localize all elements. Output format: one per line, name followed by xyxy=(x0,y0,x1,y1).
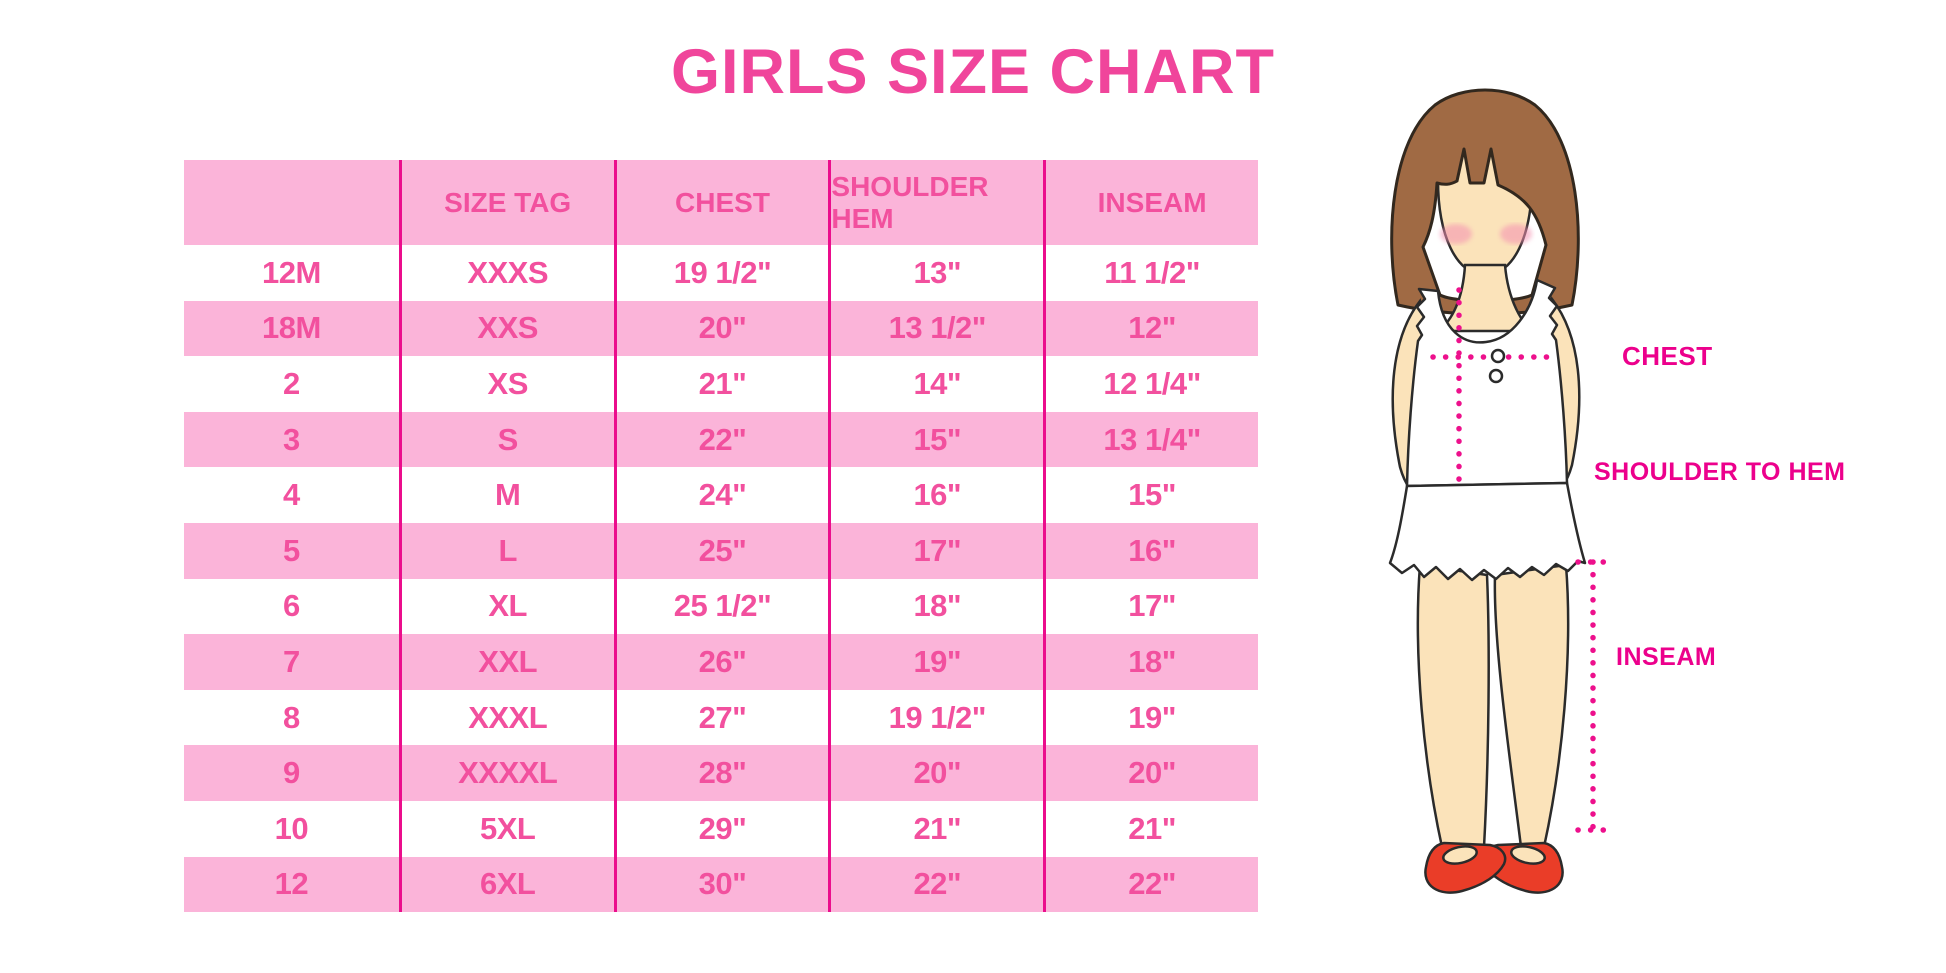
table-row: 4 M 24" 16" 15" xyxy=(184,467,1258,523)
table-row: 10 5XL 29" 21" 21" xyxy=(184,800,1258,857)
cell-size: 18M xyxy=(261,310,321,346)
header-cell-blank xyxy=(184,160,399,245)
header-cell-size-tag: SIZE TAG xyxy=(398,160,614,245)
cell-size-tag: S xyxy=(398,411,614,468)
cell-size-tag: XXXS xyxy=(398,245,614,301)
blush-left xyxy=(1440,224,1472,244)
cell-shoulder-hem: 22" xyxy=(828,856,1043,913)
cell-chest: 21" xyxy=(613,356,829,412)
cell-chest: 20" xyxy=(613,300,829,357)
cell-inseam: 15" xyxy=(1043,467,1258,523)
girl-shoe-left-opening xyxy=(1442,845,1478,865)
cell-size-tag: XXXXL xyxy=(398,745,614,801)
cell-inseam: 21" xyxy=(1043,800,1258,857)
cell-shoulder-hem: 19 1/2" xyxy=(828,689,1043,746)
cell-inseam: 22" xyxy=(1043,856,1258,913)
cell-chest: 26" xyxy=(613,634,829,690)
cell-shoulder-hem: 13 1/2" xyxy=(828,300,1043,357)
girl-leg-left xyxy=(1416,563,1490,849)
table-row: 3 S 22" 15" 13 1/4" xyxy=(184,411,1258,468)
cell-chest: 28" xyxy=(613,745,829,801)
girl-shoe-right-opening xyxy=(1510,845,1546,865)
page-title: GIRLS SIZE CHART xyxy=(670,37,1275,107)
cell-size-tag: XXXL xyxy=(398,689,614,746)
cell-inseam: 19" xyxy=(1043,689,1258,746)
cell-shoulder-hem: 16" xyxy=(828,467,1043,523)
header-cell-shoulder-hem: SHOULDER HEM xyxy=(828,160,1043,245)
top-button-1 xyxy=(1490,348,1506,364)
cell-size: 7 xyxy=(283,643,300,679)
table-row: 9 XXXXL 28" 20" 20" xyxy=(184,745,1258,801)
cell-shoulder-hem: 14" xyxy=(828,356,1043,412)
cell-shoulder-hem: 20" xyxy=(828,745,1043,801)
cell-size: 3 xyxy=(283,421,300,457)
cell-shoulder-hem: 17" xyxy=(828,522,1043,579)
cell-size-tag: L xyxy=(398,522,614,579)
cell-size-tag: 6XL xyxy=(398,856,614,913)
girl-skirt xyxy=(1388,481,1587,582)
chest-label: CHEST xyxy=(1622,341,1713,371)
cell-size: 6 xyxy=(283,588,300,624)
size-table: SIZE TAG CHEST SHOULDER HEM INSEAM 12M X… xyxy=(184,160,1258,913)
cell-shoulder-hem: 21" xyxy=(828,800,1043,857)
cell-chest: 22" xyxy=(613,411,829,468)
cell-inseam: 17" xyxy=(1043,578,1258,635)
cell-size-tag: 5XL xyxy=(398,800,614,857)
cell-size: 4 xyxy=(283,477,300,513)
cell-inseam: 11 1/2" xyxy=(1043,245,1258,301)
table-row: 7 XXL 26" 19" 18" xyxy=(184,634,1258,690)
cell-size: 12M xyxy=(261,254,321,290)
girl-illustration xyxy=(1388,88,1613,894)
inseam-label: INSEAM xyxy=(1616,643,1717,671)
cell-size: 12 xyxy=(274,866,309,902)
girl-leg-right xyxy=(1493,563,1570,849)
cell-size-tag: XS xyxy=(398,356,614,412)
cell-size-tag: M xyxy=(398,467,614,523)
cell-chest: 25 1/2" xyxy=(613,578,829,635)
cell-chest: 19 1/2" xyxy=(613,245,829,301)
cell-chest: 27" xyxy=(613,689,829,746)
cell-shoulder-hem: 18" xyxy=(828,578,1043,635)
cell-size: 2 xyxy=(283,365,300,401)
table-row: 5 L 25" 17" 16" xyxy=(184,522,1258,579)
cell-size-tag: XXS xyxy=(398,300,614,357)
cell-size: 8 xyxy=(283,699,300,735)
table-row: 8 XXXL 27" 19 1/2" 19" xyxy=(184,689,1258,746)
cell-size-tag: XXL xyxy=(398,634,614,690)
table-row: 12M XXXS 19 1/2" 13" 11 1/2" xyxy=(184,245,1258,301)
blush-right xyxy=(1500,224,1532,244)
table-header-row: SIZE TAG CHEST SHOULDER HEM INSEAM xyxy=(184,160,1258,245)
cell-inseam: 12 1/4" xyxy=(1043,356,1258,412)
table-row: 2 XS 21" 14" 12 1/4" xyxy=(184,356,1258,412)
cell-inseam: 18" xyxy=(1043,634,1258,690)
cell-size: 9 xyxy=(283,755,300,791)
cell-chest: 24" xyxy=(613,467,829,523)
cell-size: 10 xyxy=(274,810,309,846)
cell-chest: 25" xyxy=(613,522,829,579)
top-button-2 xyxy=(1488,368,1504,384)
cell-chest: 29" xyxy=(613,800,829,857)
cell-inseam: 12" xyxy=(1043,300,1258,357)
cell-size-tag: XL xyxy=(398,578,614,635)
cell-inseam: 16" xyxy=(1043,522,1258,579)
cell-shoulder-hem: 13" xyxy=(828,245,1043,301)
cell-chest: 30" xyxy=(613,856,829,913)
cell-shoulder-hem: 15" xyxy=(828,411,1043,468)
cell-size: 5 xyxy=(283,532,300,568)
table-row: 6 XL 25 1/2" 18" 17" xyxy=(184,578,1258,635)
header-cell-inseam: INSEAM xyxy=(1043,160,1258,245)
header-cell-chest: CHEST xyxy=(613,160,829,245)
cell-inseam: 13 1/4" xyxy=(1043,411,1258,468)
girl-top xyxy=(1405,278,1569,488)
cell-inseam: 20" xyxy=(1043,745,1258,801)
table-row: 12 6XL 30" 22" 22" xyxy=(184,856,1258,913)
cell-shoulder-hem: 19" xyxy=(828,634,1043,690)
shoulder-to-hem-label: SHOULDER TO HEM xyxy=(1594,458,1846,486)
table-row: 18M XXS 20" 13 1/2" 12" xyxy=(184,300,1258,357)
